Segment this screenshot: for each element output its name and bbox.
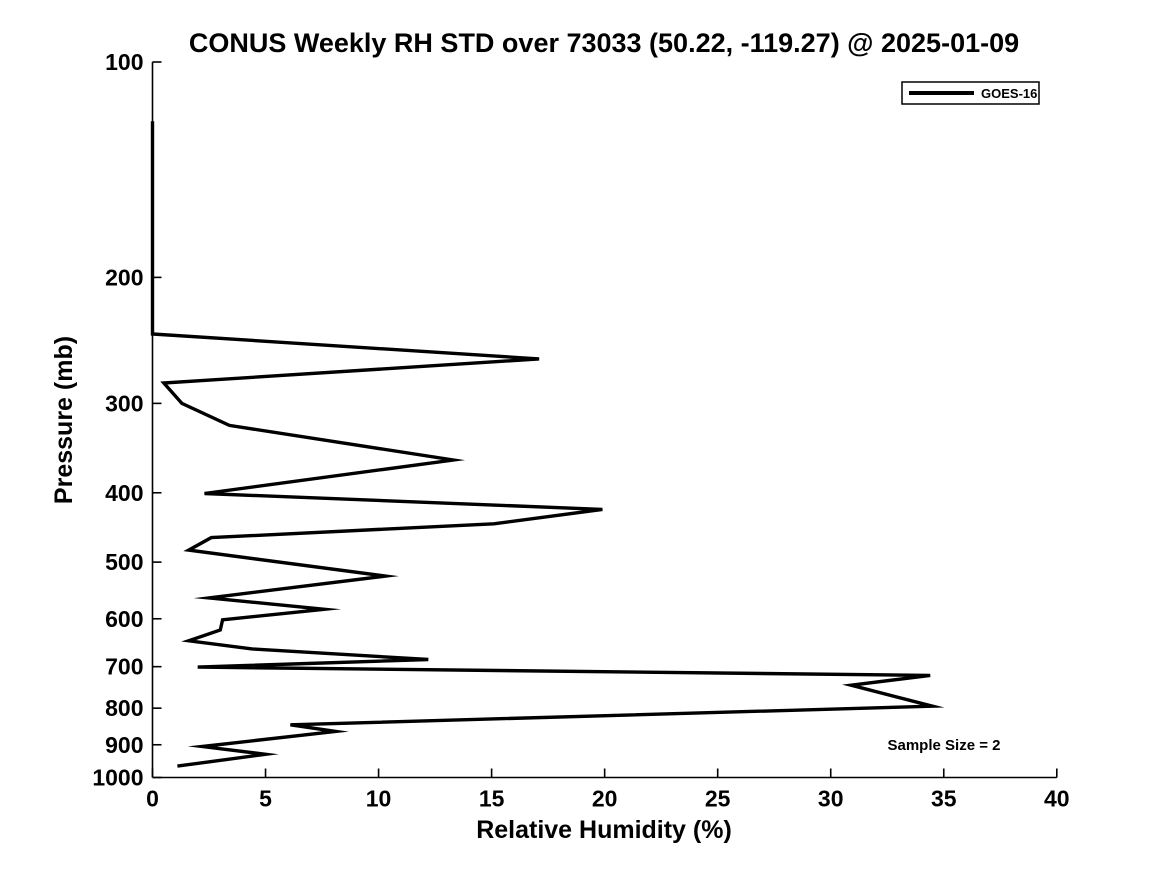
y-tick-label: 500 (105, 549, 143, 575)
x-tick-label: 10 (366, 786, 392, 812)
x-tick-label: 5 (259, 786, 272, 812)
data-series-goes16 (150, 121, 945, 768)
x-tick-label: 25 (705, 786, 731, 812)
sample-size-annotation: Sample Size = 2 (888, 737, 1001, 754)
y-tick-label: 300 (105, 390, 143, 416)
y-tick-label: 800 (105, 695, 143, 721)
y-tick-label: 600 (105, 606, 143, 632)
x-tick-label: 40 (1044, 786, 1070, 812)
x-tick-label: 20 (592, 786, 618, 812)
y-axis-label: Pressure (mb) (50, 336, 78, 504)
y-tick-label: 100 (105, 49, 143, 75)
x-tick-label: 35 (931, 786, 957, 812)
x-tick-label: 15 (479, 786, 505, 812)
legend: GOES-16 (901, 81, 1040, 105)
x-axis-label: Relative Humidity (%) (476, 816, 732, 844)
rh-std-profile-line (150, 121, 945, 768)
y-tick-label: 400 (105, 480, 143, 506)
y-tick-label: 700 (105, 654, 143, 680)
x-tick-label: 0 (146, 786, 159, 812)
chart-title: CONUS Weekly RH STD over 73033 (50.22, -… (189, 28, 1019, 58)
y-tick-label: 200 (105, 264, 143, 290)
x-tick-label: 30 (818, 786, 844, 812)
y-tick-label: 900 (105, 732, 143, 758)
y-tick-label: 1000 (92, 765, 143, 791)
legend-label-goes16: GOES-16 (981, 86, 1037, 101)
